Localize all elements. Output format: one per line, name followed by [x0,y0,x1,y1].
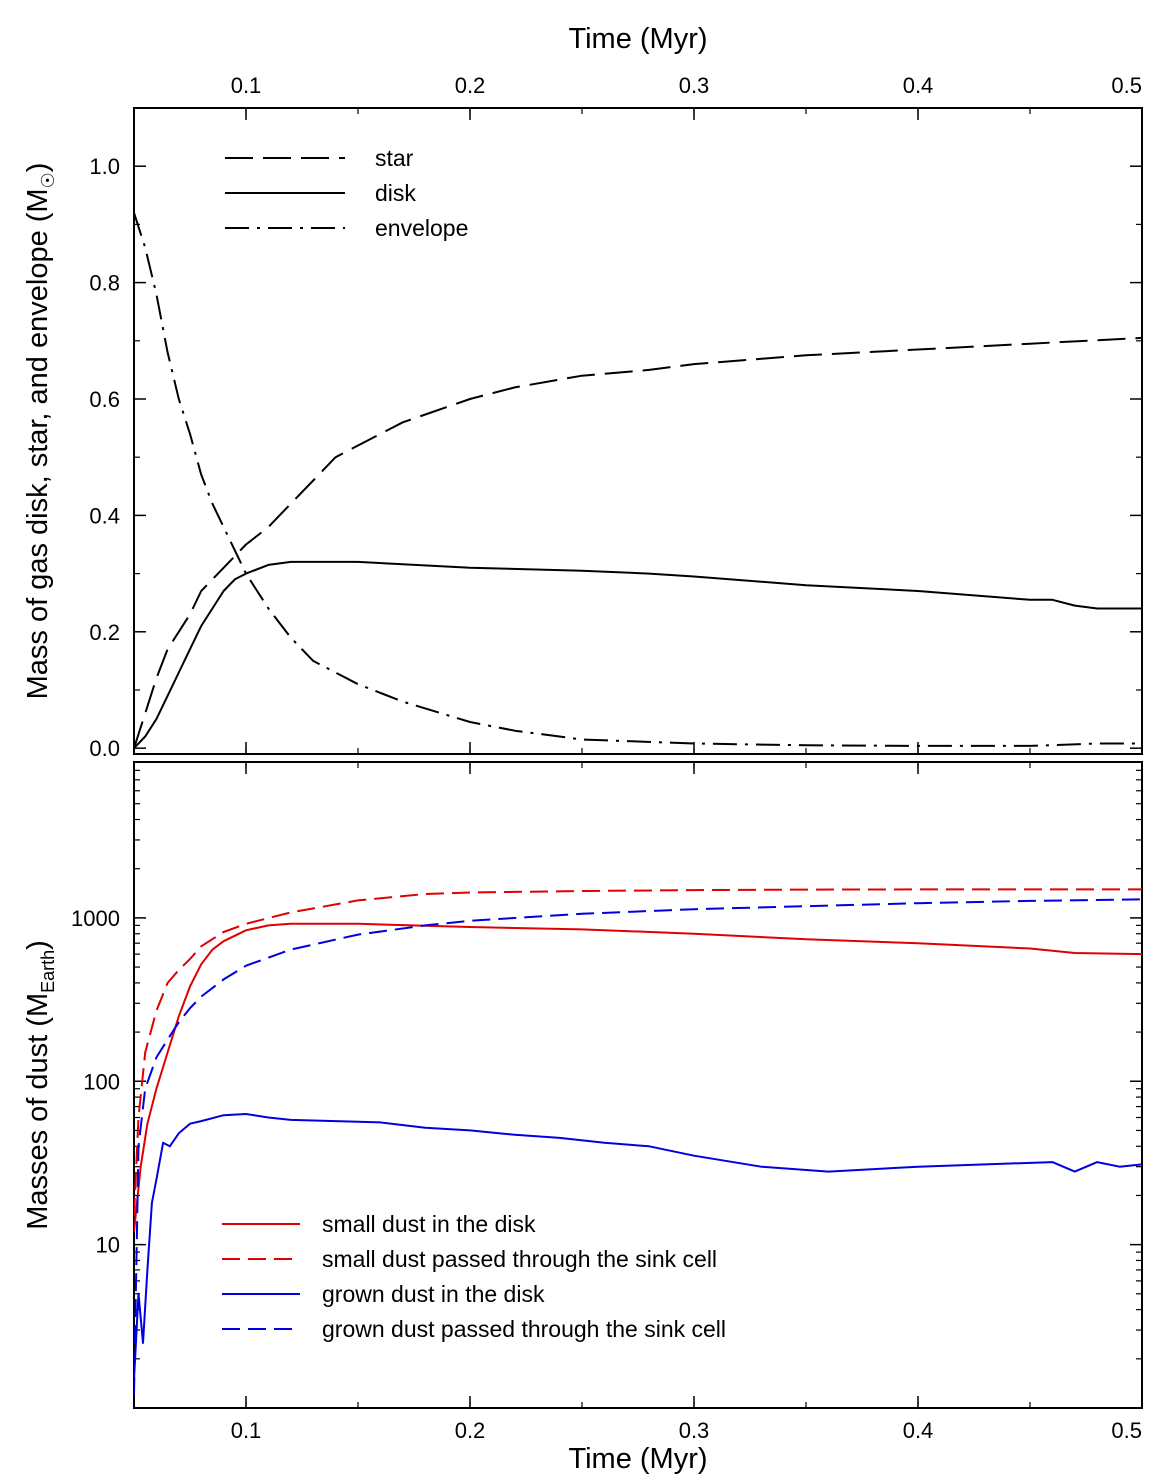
bottom-y-axis-title: Masses of dust (MEarth) [22,940,58,1230]
top-panel-frame [133,107,1143,755]
top-y-tick-label: 0.0 [89,736,120,761]
bottom-series-line-2 [134,888,1142,1216]
top-x-axis-title: Time (Myr) [568,23,707,55]
bottom-panel-frame [133,761,1143,1409]
bottom-x-tick-label: 0.5 [1111,1418,1142,1443]
bottom-y-tick-label: 100 [83,1069,120,1094]
top-series-line-3 [134,212,1142,747]
top-series-line-1 [134,336,1142,749]
top-y-axis-title: Mass of gas disk, star, and envelope (M☉… [22,163,58,700]
bottom-y-axis-title-close: ) [22,940,54,950]
bottom-series-line-3 [134,1113,1142,1380]
bottom-legend-label-1: small dust in the disk [322,1211,536,1237]
bottom-panel-series [134,888,1142,1396]
top-x-tick-label: 0.3 [679,73,710,98]
top-y-tick-label: 0.4 [89,503,120,528]
bottom-y-axis-title-main: Masses of dust (M [22,993,54,1230]
bottom-legend-label-3: grown dust in the disk [322,1281,545,1307]
top-panel-ticks: 0.1 0.2 0.3 0.4 0.5 0.0 0.2 0.4 0.6 0.8 1.0 [89,73,1143,761]
bottom-y-axis-title-sub: Earth [38,950,58,993]
bottom-legend-label-4: grown dust passed through the sink cell [322,1316,726,1342]
top-series-line-2 [134,560,1142,749]
bottom-x-tick-label: 0.4 [903,1418,934,1443]
top-legend-label-3: envelope [375,215,468,241]
top-x-tick-label: 0.2 [455,73,486,98]
bottom-x-axis-title: Time (Myr) [568,1443,707,1475]
bottom-x-tick-label: 0.2 [455,1418,486,1443]
bottom-y-tick-label: 10 [96,1233,120,1258]
top-y-tick-label: 0.2 [89,620,120,645]
top-legend-label-2: disk [375,180,416,206]
top-y-tick-label: 0.6 [89,387,120,412]
top-y-axis-title-main: Mass of gas disk, star, and envelope (M [22,188,54,699]
top-panel-series [134,212,1142,749]
bottom-legend-label-2: small dust passed through the sink cell [322,1246,717,1272]
bottom-series-line-4 [134,898,1142,1396]
top-y-axis-title-sub: ☉ [38,172,58,188]
bottom-series-line-1 [134,922,1142,1232]
top-panel-legend: star disk envelope [225,145,468,241]
top-x-tick-label: 0.4 [903,73,934,98]
top-legend-label-1: star [375,145,414,171]
bottom-y-tick-label: 1000 [71,906,120,931]
bottom-x-tick-label: 0.1 [231,1418,262,1443]
top-y-tick-label: 1.0 [89,154,120,179]
bottom-panel-legend: small dust in the disk small dust passed … [222,1211,726,1342]
top-y-axis-title-close: ) [22,163,54,173]
top-x-tick-label: 0.5 [1111,73,1142,98]
bottom-x-tick-label: 0.3 [679,1418,710,1443]
top-x-tick-label: 0.1 [231,73,262,98]
bottom-panel-ticks: 0.1 0.2 0.3 0.4 0.5 10 100 1000 [71,761,1143,1443]
top-y-tick-label: 0.8 [89,271,120,296]
